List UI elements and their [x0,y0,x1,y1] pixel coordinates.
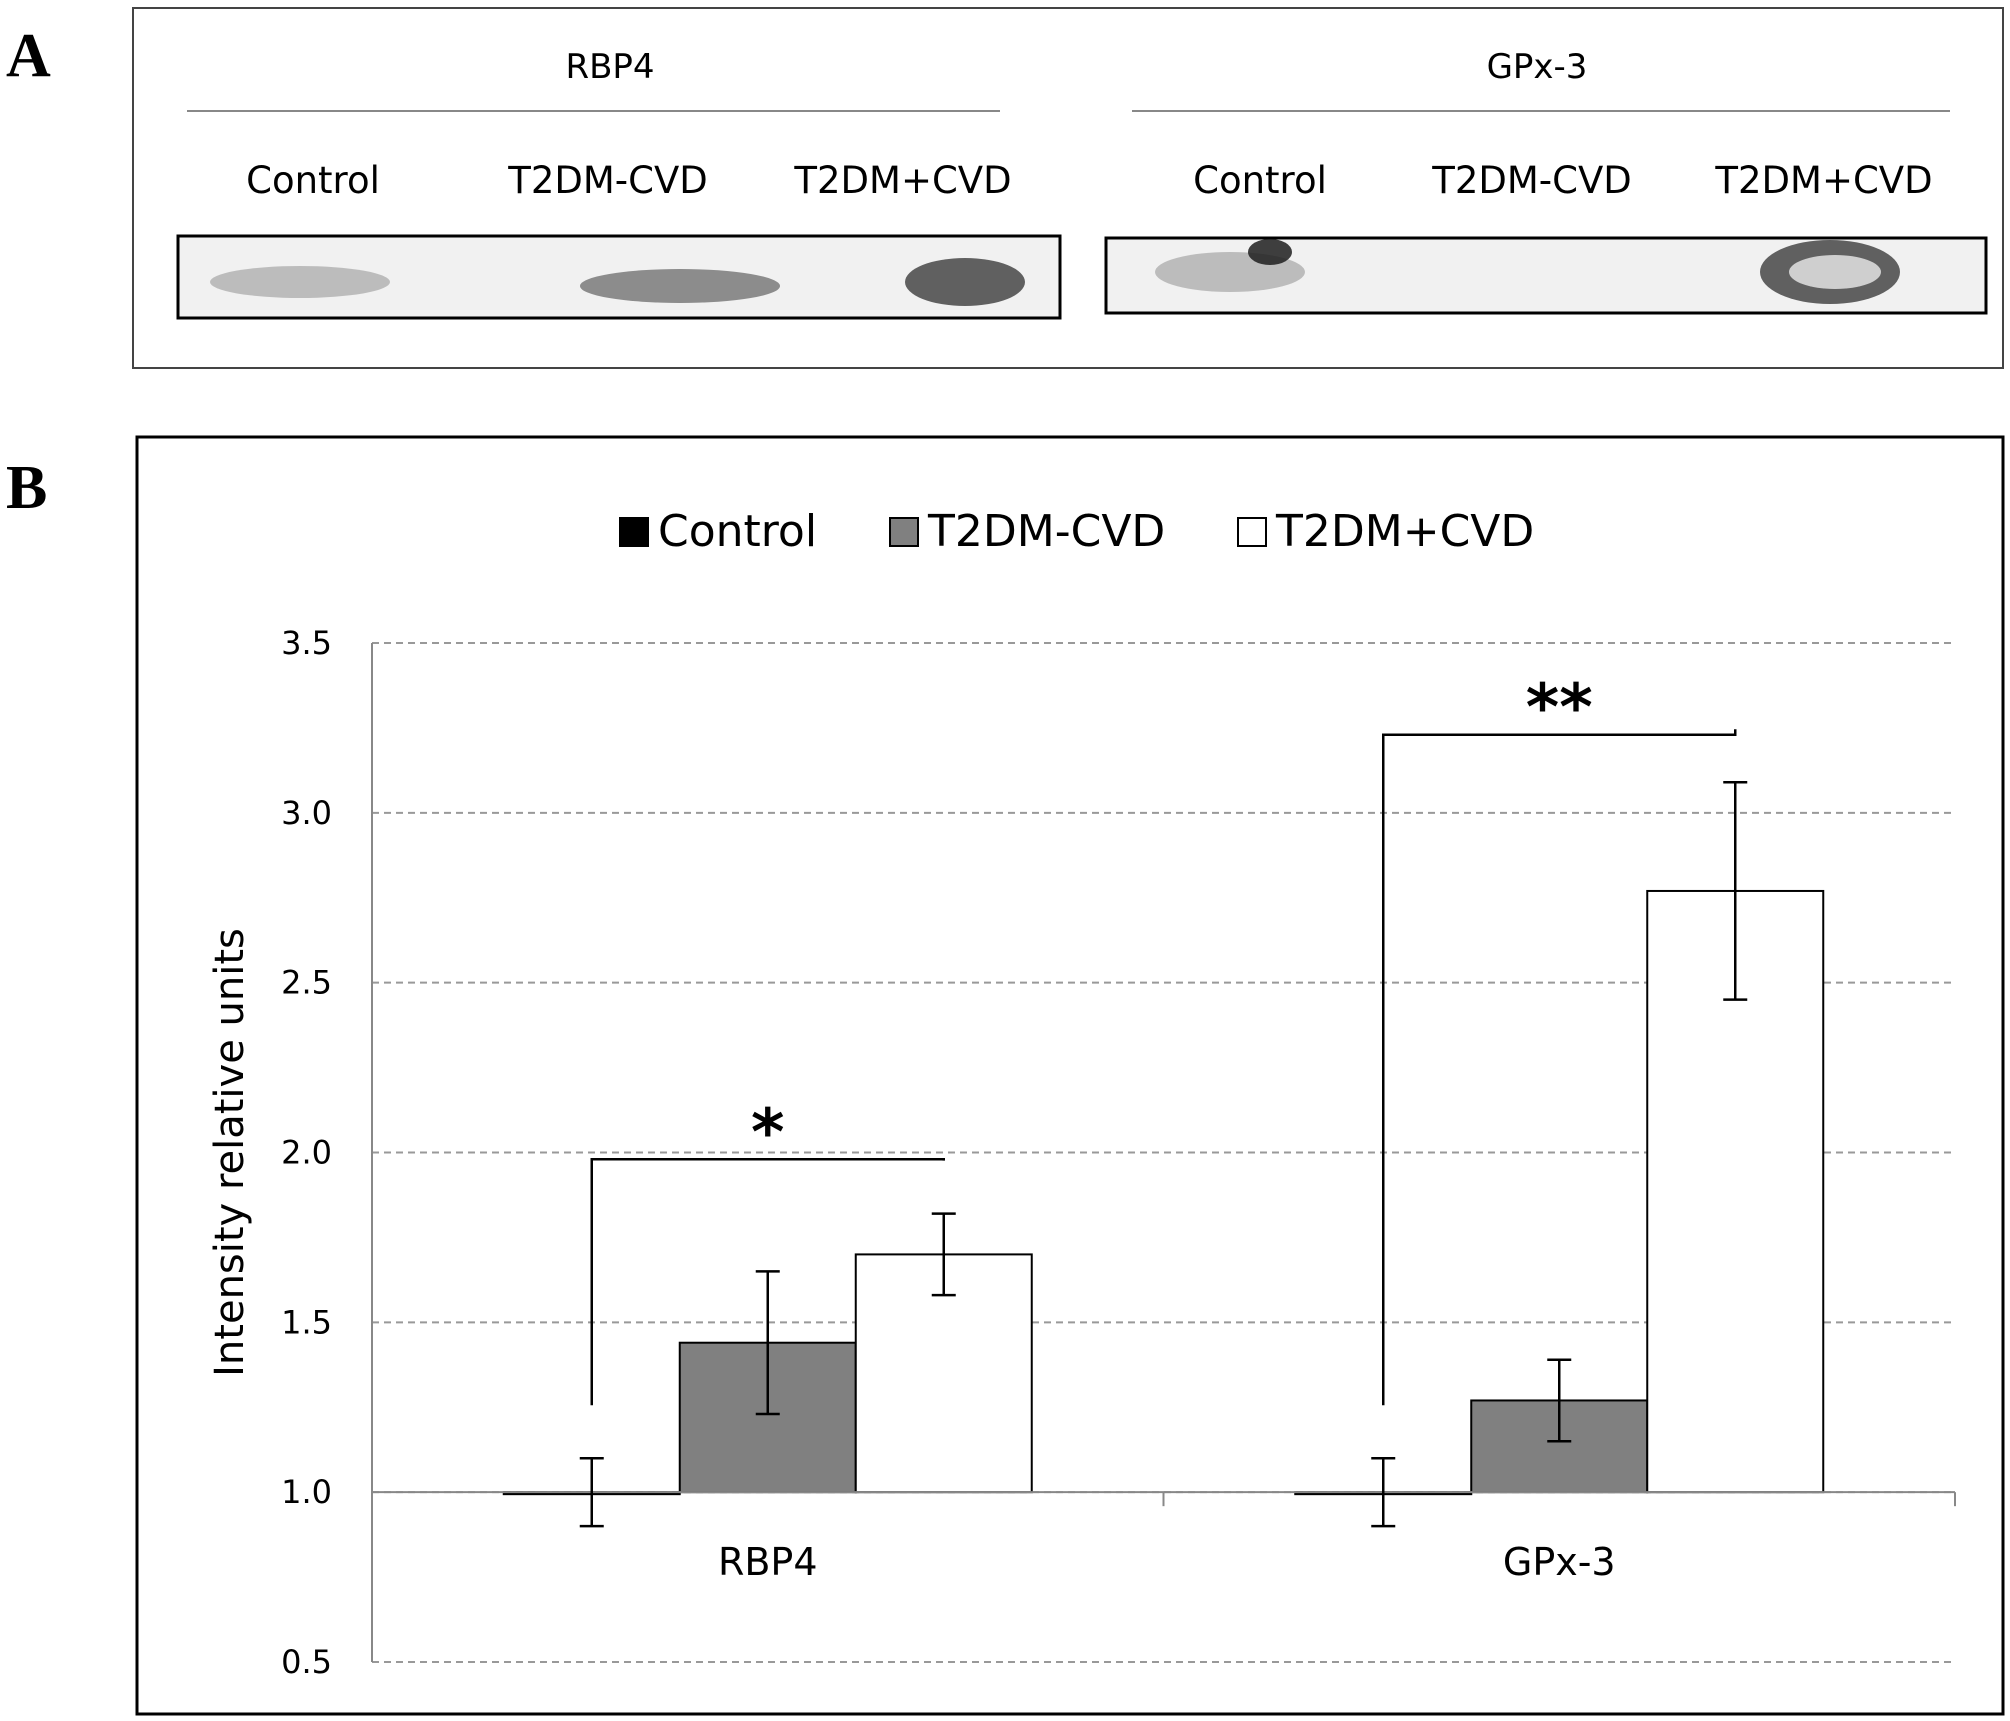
legend: Control T2DM-CVD T2DM+CVD [619,506,1534,557]
plot-area: 0.5 1.0 1.5 2.0 2.5 3.0 3.5 Intensity relative … [207,624,1956,1681]
blot-band [1248,239,1292,265]
significance-marker: * [751,1096,784,1170]
legend-swatch [889,517,919,547]
lane-label: T2DM-CVD [507,159,708,202]
lane-label: T2DM+CVD [793,159,1011,202]
legend-label: T2DM-CVD [927,506,1165,557]
lane-label: Control [1193,159,1327,202]
legend-swatch [1237,517,1267,547]
blot-band [580,269,780,303]
significance-bracket [1382,729,1737,1406]
panel-a-letter: A [6,22,51,90]
legend-swatch [619,517,649,547]
blot-band-core [1789,255,1881,289]
y-tick-label: 0.5 [281,1643,332,1681]
blot-gpx3: GPx-3 Control T2DM-CVD T2DM+CVD [1104,47,1988,315]
lane-label: T2DM-CVD [1431,159,1632,202]
y-tick-label: 1.0 [281,1473,332,1511]
lane-label: Control [246,159,380,202]
y-tick-label: 3.0 [281,794,332,832]
lane-label: T2DM+CVD [1714,159,1932,202]
y-axis-label: Intensity relative units [207,928,253,1377]
panel-b-letter: B [6,454,47,522]
blot-band [905,258,1025,306]
panel-b-frame [135,435,2005,1716]
legend-label: T2DM+CVD [1275,506,1534,557]
panel-a-frame [132,7,2004,369]
x-category-label: GPx-3 [1503,1540,1616,1584]
blot-title-rbp4: RBP4 [565,47,654,87]
y-tick-label: 1.5 [281,1303,332,1341]
blot-rbp4: RBP4 Control T2DM-CVD T2DM+CVD [176,47,1062,320]
x-category-label: RBP4 [718,1540,818,1584]
significance-marker: ** [1526,672,1593,746]
significance-bracket [590,1158,945,1406]
blot-title-gpx3: GPx-3 [1487,47,1588,87]
y-tick-label: 2.5 [281,964,332,1002]
blot-band [210,266,390,298]
y-tick-label: 2.0 [281,1134,332,1172]
y-tick-label: 3.5 [281,624,332,662]
legend-label: Control [658,506,817,557]
